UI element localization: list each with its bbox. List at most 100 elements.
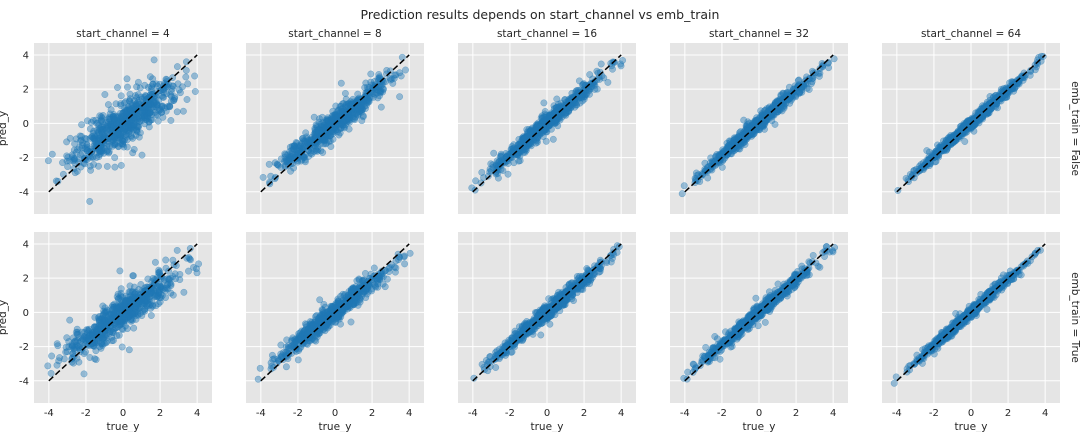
scatter-point [74, 337, 81, 345]
scatter-point [282, 363, 290, 371]
scatter-point [184, 80, 192, 88]
scatter-point [617, 60, 624, 68]
scatter-point [102, 334, 110, 342]
scatter-point [182, 66, 190, 74]
scatter-point [388, 75, 396, 83]
scatter-point [171, 93, 179, 101]
scatter-point [145, 118, 153, 125]
scatter-point [97, 322, 105, 330]
scatter-point [319, 136, 326, 144]
x-tick-label: 2 [157, 408, 163, 419]
scatter-point [268, 351, 276, 359]
scatter-point [692, 169, 700, 177]
scatter-point [66, 134, 74, 142]
scatter-point [549, 135, 557, 143]
scatter-point [97, 340, 105, 347]
scatter-point [141, 287, 149, 294]
scatter-point [369, 90, 377, 98]
scatter-point [337, 79, 345, 87]
scatter-point [604, 78, 612, 86]
scatter-point [73, 325, 81, 333]
scatter-point [110, 325, 118, 333]
scatter-point [402, 66, 409, 74]
scatter-point [63, 334, 71, 342]
scatter-point [123, 143, 131, 151]
scatter-point [320, 136, 328, 144]
scatter-point [48, 150, 56, 158]
scatter-point [364, 83, 371, 91]
scatter-point [171, 270, 179, 278]
scatter-point [118, 343, 126, 351]
scatter-point [310, 137, 318, 145]
scatter-point [68, 153, 76, 161]
scatter-point [370, 264, 378, 272]
scatter-point [76, 143, 83, 151]
scatter-point [166, 279, 174, 287]
scatter-point [333, 128, 341, 136]
scatter-point [128, 119, 136, 127]
scatter-point [89, 117, 97, 124]
scatter-point [78, 149, 86, 157]
scatter-point [183, 96, 191, 103]
scatter-point [381, 283, 389, 291]
scatter-point [341, 89, 349, 97]
scatter-point [129, 149, 137, 157]
scatter-point [81, 134, 89, 142]
scatter-point [306, 321, 314, 329]
x-tick-label: -2 [293, 408, 303, 419]
scatter-point [98, 116, 106, 124]
scatter-point [103, 118, 111, 126]
scatter-point [125, 123, 132, 131]
scatter-point [76, 132, 84, 140]
scatter-point [277, 163, 285, 171]
scatter-point [167, 117, 175, 124]
scatter-point [314, 126, 322, 134]
y-tick-label: 2 [23, 85, 29, 96]
scatter-point [282, 343, 290, 351]
scatter-point [314, 146, 322, 154]
scatter-point [757, 107, 765, 115]
scatter-point [180, 288, 188, 296]
scatter-point [575, 77, 583, 85]
scatter-point [510, 159, 518, 167]
scatter-point [110, 310, 118, 318]
scatter-point [115, 331, 123, 339]
x-tick-label: 0 [120, 408, 126, 419]
scatter-point [83, 117, 91, 125]
x-tick-label: 4 [406, 408, 412, 419]
scatter-point [98, 146, 106, 154]
scatter-point [265, 160, 273, 168]
scatter-point [521, 134, 529, 141]
scatter-point [374, 75, 382, 83]
scatter-point [130, 324, 138, 332]
scatter-point [516, 157, 524, 165]
scatter-point [259, 173, 267, 181]
scatter-point [357, 106, 365, 114]
scatter-point [337, 102, 345, 110]
scatter-point [256, 364, 264, 372]
scatter-point [133, 94, 141, 102]
scatter-point [72, 148, 80, 156]
scatter-point [106, 110, 114, 118]
scatter-point [545, 111, 553, 119]
scatter-point [148, 301, 156, 309]
scatter-point [586, 71, 594, 79]
scatter-point [111, 115, 119, 123]
scatter-point [54, 342, 62, 350]
scatter-point [86, 197, 94, 205]
scatter-point [149, 274, 157, 282]
scatter-point [743, 121, 751, 128]
scatter-point [764, 108, 772, 115]
scatter-point [117, 116, 125, 124]
scatter-point [597, 60, 605, 68]
scatter-point [704, 163, 712, 171]
scatter-point [383, 70, 390, 78]
scatter-point [153, 99, 161, 107]
scatter-point [48, 352, 56, 360]
scatter-point [157, 86, 165, 94]
scatter-point [1026, 71, 1034, 79]
scatter-point [182, 73, 190, 81]
